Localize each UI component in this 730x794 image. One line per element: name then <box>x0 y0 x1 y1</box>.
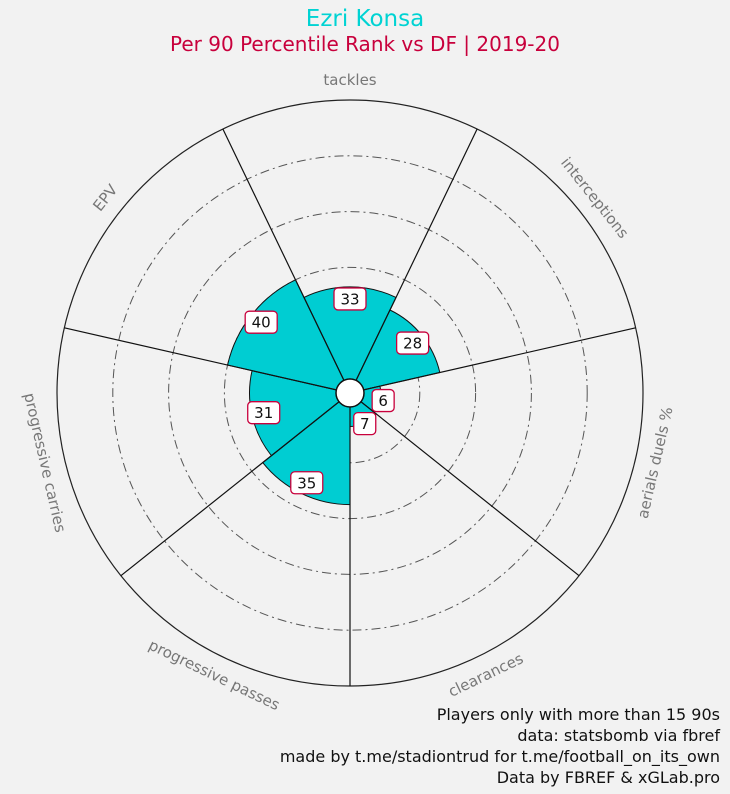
value-label: 28 <box>395 331 430 355</box>
axis-label: aerials duels % <box>634 405 677 520</box>
value-label: 31 <box>247 401 281 425</box>
grid-ring <box>112 155 588 631</box>
sector-divider <box>355 128 478 381</box>
value-label-text: 33 <box>340 290 359 308</box>
sector-divider <box>120 401 340 577</box>
value-label-box <box>290 471 324 495</box>
value-label-text: 7 <box>360 415 370 433</box>
sector-divider <box>222 128 345 381</box>
chart-title: Ezri Konsa <box>305 6 425 32</box>
footer-line: Data by FBREF & xGLab.pro <box>496 768 720 787</box>
value-label-box <box>395 331 430 355</box>
value-label: 6 <box>371 388 395 413</box>
value-label-box <box>244 310 278 334</box>
value-label-text: 6 <box>378 392 388 410</box>
value-label-text: 31 <box>254 404 273 422</box>
sector-divider <box>360 401 580 577</box>
sector-divider <box>64 327 337 391</box>
value-label-text: 28 <box>403 335 422 353</box>
footer-line: Players only with more than 15 90s <box>436 705 720 724</box>
footer-line: data: statsbomb via fbref <box>517 726 720 745</box>
value-label: 7 <box>353 411 377 436</box>
value-label-box <box>371 388 395 413</box>
axis-label: tackles <box>323 71 376 89</box>
axis-label: progressive passes <box>146 636 283 714</box>
axis-label: clearances <box>445 649 526 700</box>
axis-label: EPV <box>89 180 121 214</box>
axis-label: progressive carries <box>20 391 69 534</box>
value-label-text: 40 <box>252 314 271 332</box>
value-label: 40 <box>244 310 278 334</box>
center-circle <box>335 378 365 408</box>
value-label-box <box>353 411 377 436</box>
value-label: 35 <box>290 471 324 495</box>
chart-subtitle: Per 90 Percentile Rank vs DF | 2019-20 <box>170 32 560 56</box>
grid-ring <box>168 211 532 575</box>
footer-line: made by t.me/stadiontrud for t.me/footba… <box>279 747 720 766</box>
value-label: 33 <box>333 287 367 311</box>
sector-divider <box>363 327 636 391</box>
value-label-box <box>333 287 367 311</box>
footer-notes: Players only with more than 15 90s data:… <box>280 704 720 788</box>
value-label-box <box>247 401 281 425</box>
value-label-text: 35 <box>297 474 316 492</box>
